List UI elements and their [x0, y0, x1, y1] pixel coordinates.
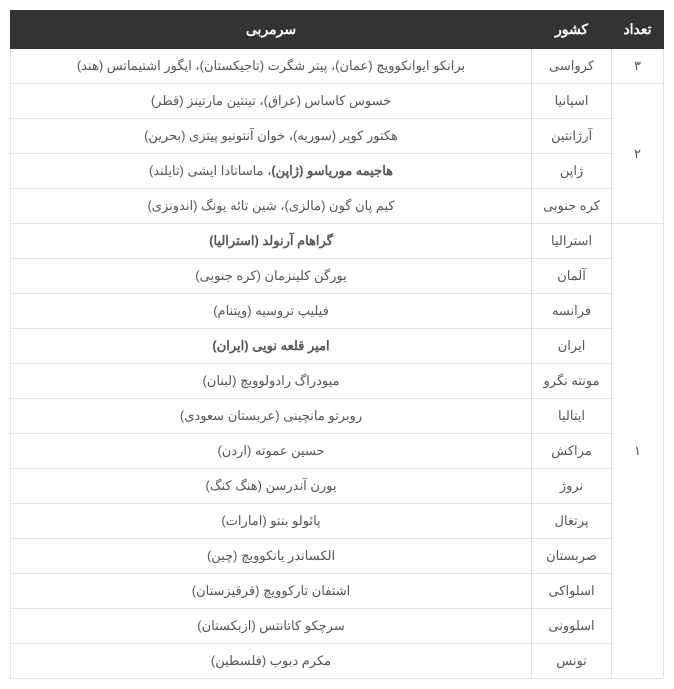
country-cell: تونس — [532, 644, 612, 679]
coach-cell: الکساندر یانکوویچ (چین) — [11, 539, 532, 574]
table-row: تونسمکرم دبوب (فلسطین) — [11, 644, 664, 679]
table-row: اسلوونیسرچکو کاتانتس (ازبکستان) — [11, 609, 664, 644]
country-cell: آرژانتین — [532, 119, 612, 154]
table-row: ۲اسپانیاخسوس کاساس (عراق)، تینتین مارتین… — [11, 84, 664, 119]
header-count: تعداد — [612, 11, 664, 49]
table-row: ایرانامیر قلعه نویی (ایران) — [11, 329, 664, 364]
table-row: ۱استرالیاگراهام آرنولد (استرالیا) — [11, 224, 664, 259]
coach-cell: یورگن کلینزمان (کره جنوبی) — [11, 259, 532, 294]
count-cell: ۳ — [612, 49, 664, 84]
country-cell: مراکش — [532, 434, 612, 469]
coach-cell: کیم پان گون (مالزی)، شین تائه یونگ (اندو… — [11, 189, 532, 224]
coach-cell: یورن آندرسن (هنگ کنگ) — [11, 469, 532, 504]
table-row: فرانسهفیلیپ تروسیه (ویتنام) — [11, 294, 664, 329]
table-row: مونته نگرومیودراگ رادولوویچ (لبنان) — [11, 364, 664, 399]
country-cell: اسپانیا — [532, 84, 612, 119]
table-row: صربستانالکساندر یانکوویچ (چین) — [11, 539, 664, 574]
coach-cell: خسوس کاساس (عراق)، تینتین مارتینز (قطر) — [11, 84, 532, 119]
country-cell: ایران — [532, 329, 612, 364]
coach-cell: روبرتو مانچینی (عربستان سعودی) — [11, 399, 532, 434]
country-cell: ژاپن — [532, 154, 612, 189]
coach-cell: میودراگ رادولوویچ (لبنان) — [11, 364, 532, 399]
table-row: اسلواکیاشتفان تارکوویچ (قرقیزستان) — [11, 574, 664, 609]
coach-cell: گراهام آرنولد (استرالیا) — [11, 224, 532, 259]
country-cell: پرتغال — [532, 504, 612, 539]
table-row: ژاپنهاجیمه موریاسو (ژاپن)، ماساتادا ایشی… — [11, 154, 664, 189]
table-row: آرژانتینهکتور کوپر (سوریه)، خوان آنتونیو… — [11, 119, 664, 154]
country-cell: مونته نگرو — [532, 364, 612, 399]
table-row: کره جنوبیکیم پان گون (مالزی)، شین تائه ی… — [11, 189, 664, 224]
country-cell: کرواسی — [532, 49, 612, 84]
coach-cell: حسین عموته (اردن) — [11, 434, 532, 469]
coach-cell: امیر قلعه نویی (ایران) — [11, 329, 532, 364]
count-cell: ۱ — [612, 224, 664, 679]
coach-cell: پائولو بنتو (امارات) — [11, 504, 532, 539]
table-row: نروژیورن آندرسن (هنگ کنگ) — [11, 469, 664, 504]
table-row: آلمانیورگن کلینزمان (کره جنوبی) — [11, 259, 664, 294]
coach-cell: اشتفان تارکوویچ (قرقیزستان) — [11, 574, 532, 609]
coaches-table: تعداد کشور سرمربی ۳کرواسیبرانکو ایوانکوو… — [10, 10, 664, 679]
header-coach: سرمربی — [11, 11, 532, 49]
country-cell: نروژ — [532, 469, 612, 504]
country-cell: صربستان — [532, 539, 612, 574]
table-row: ایتالیاروبرتو مانچینی (عربستان سعودی) — [11, 399, 664, 434]
country-cell: استرالیا — [532, 224, 612, 259]
table-row: ۳کرواسیبرانکو ایوانکوویچ (عمان)، پیتر شگ… — [11, 49, 664, 84]
country-cell: آلمان — [532, 259, 612, 294]
header-row: تعداد کشور سرمربی — [11, 11, 664, 49]
coach-cell: برانکو ایوانکوویچ (عمان)، پیتر شگرت (تاج… — [11, 49, 532, 84]
country-cell: فرانسه — [532, 294, 612, 329]
table-row: مراکشحسین عموته (اردن) — [11, 434, 664, 469]
count-cell: ۲ — [612, 84, 664, 224]
coach-cell: سرچکو کاتانتس (ازبکستان) — [11, 609, 532, 644]
country-cell: ایتالیا — [532, 399, 612, 434]
country-cell: کره جنوبی — [532, 189, 612, 224]
coach-cell: هاجیمه موریاسو (ژاپن)، ماساتادا ایشی (تا… — [11, 154, 532, 189]
coach-cell: فیلیپ تروسیه (ویتنام) — [11, 294, 532, 329]
coach-cell: هکتور کوپر (سوریه)، خوان آنتونیو پیتزی (… — [11, 119, 532, 154]
coach-cell: مکرم دبوب (فلسطین) — [11, 644, 532, 679]
table-row: پرتغالپائولو بنتو (امارات) — [11, 504, 664, 539]
country-cell: اسلوونی — [532, 609, 612, 644]
header-country: کشور — [532, 11, 612, 49]
country-cell: اسلواکی — [532, 574, 612, 609]
